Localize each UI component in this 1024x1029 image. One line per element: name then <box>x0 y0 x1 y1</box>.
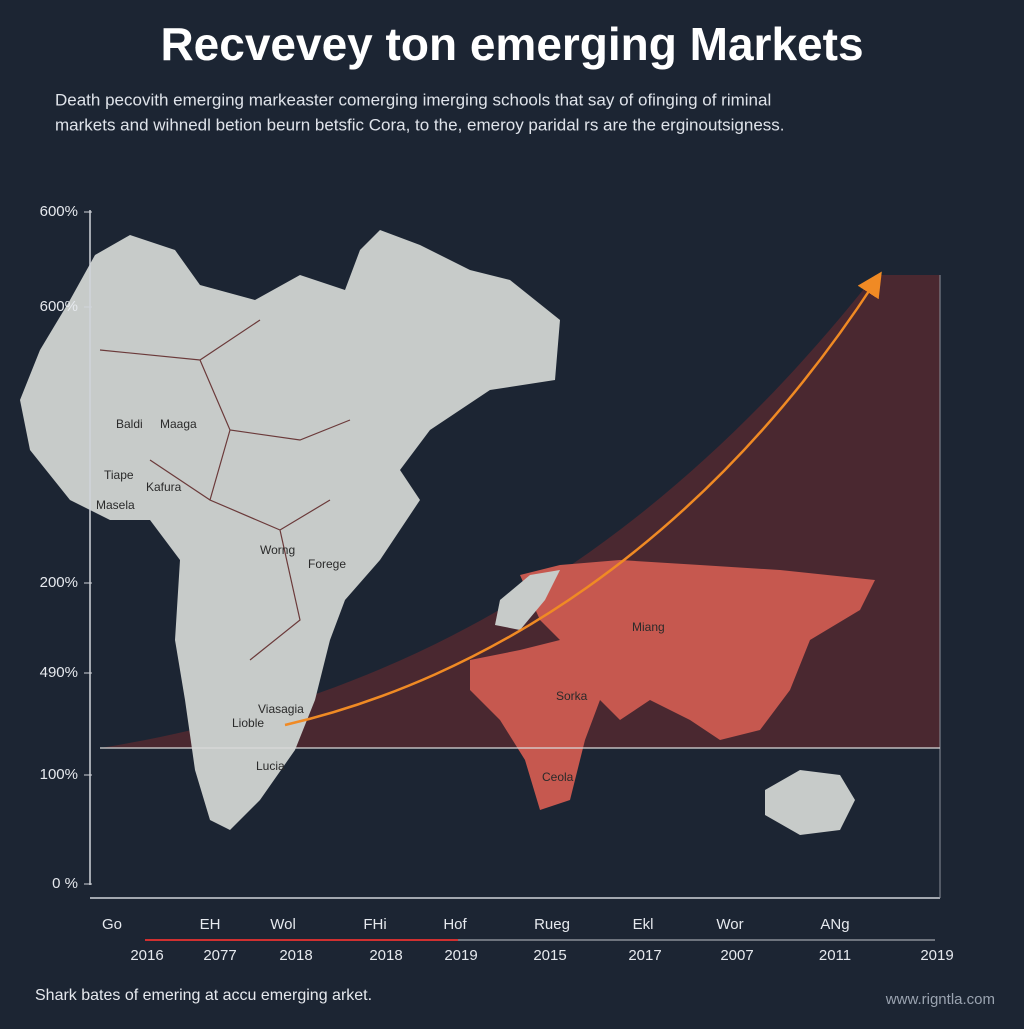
x-label: Ekl <box>633 916 654 933</box>
title: Recvevey ton emerging Markets <box>160 18 863 70</box>
y-label: 0 % <box>52 875 78 892</box>
year-label: 2015 <box>533 947 566 964</box>
x-label: Rueg <box>534 916 570 933</box>
year-label: 2018 <box>369 947 402 964</box>
x-label: Go <box>102 916 122 933</box>
map-label: Lioble <box>232 716 264 730</box>
year-label: 2019 <box>444 947 477 964</box>
x-label: EH <box>200 916 221 933</box>
subtitle-line: markets and wihnedl betion beurn betsfic… <box>55 115 785 134</box>
map-label: Sorka <box>556 689 588 703</box>
map-label: Tiape <box>104 468 134 482</box>
year-label: 2011 <box>819 947 851 964</box>
y-label: 490% <box>40 664 78 681</box>
year-label: 2019 <box>920 947 953 964</box>
footer-note: Shark bates of emering at accu emerging … <box>35 987 372 1004</box>
map-region <box>495 570 560 630</box>
y-label: 600% <box>40 203 78 220</box>
map-region <box>20 230 560 830</box>
y-label: 600% <box>40 298 78 315</box>
x-label: Hof <box>443 916 467 933</box>
x-label: ANg <box>820 916 849 933</box>
subtitle-line: Death pecovith emerging markeaster comer… <box>55 90 771 109</box>
year-label: 2018 <box>279 947 312 964</box>
borders <box>99 319 351 661</box>
map-label: Viasagia <box>258 702 304 716</box>
x-label: Wor <box>716 916 743 933</box>
trend-arrow <box>284 271 882 727</box>
x-label: Wol <box>270 916 296 933</box>
year-label: 2017 <box>628 947 661 964</box>
map-region <box>765 770 855 835</box>
map-label: Miang <box>632 620 665 634</box>
map-label: Lucia <box>256 759 285 773</box>
x-label: FHi <box>363 916 386 933</box>
year-label: 2016 <box>130 947 163 964</box>
map-label: Masela <box>96 498 135 512</box>
map-label: Kafura <box>146 480 182 494</box>
map-label: Baldi <box>116 417 143 431</box>
y-label: 100% <box>40 766 78 783</box>
map-label: Ceola <box>542 770 574 784</box>
year-label: 2077 <box>203 947 236 964</box>
watermark: www.rigntla.com <box>885 991 995 1008</box>
map-label: Worng <box>260 543 295 557</box>
map-label: Maaga <box>160 417 197 431</box>
y-label: 200% <box>40 574 78 591</box>
year-label: 2007 <box>720 947 753 964</box>
map-label: Forege <box>308 557 346 571</box>
